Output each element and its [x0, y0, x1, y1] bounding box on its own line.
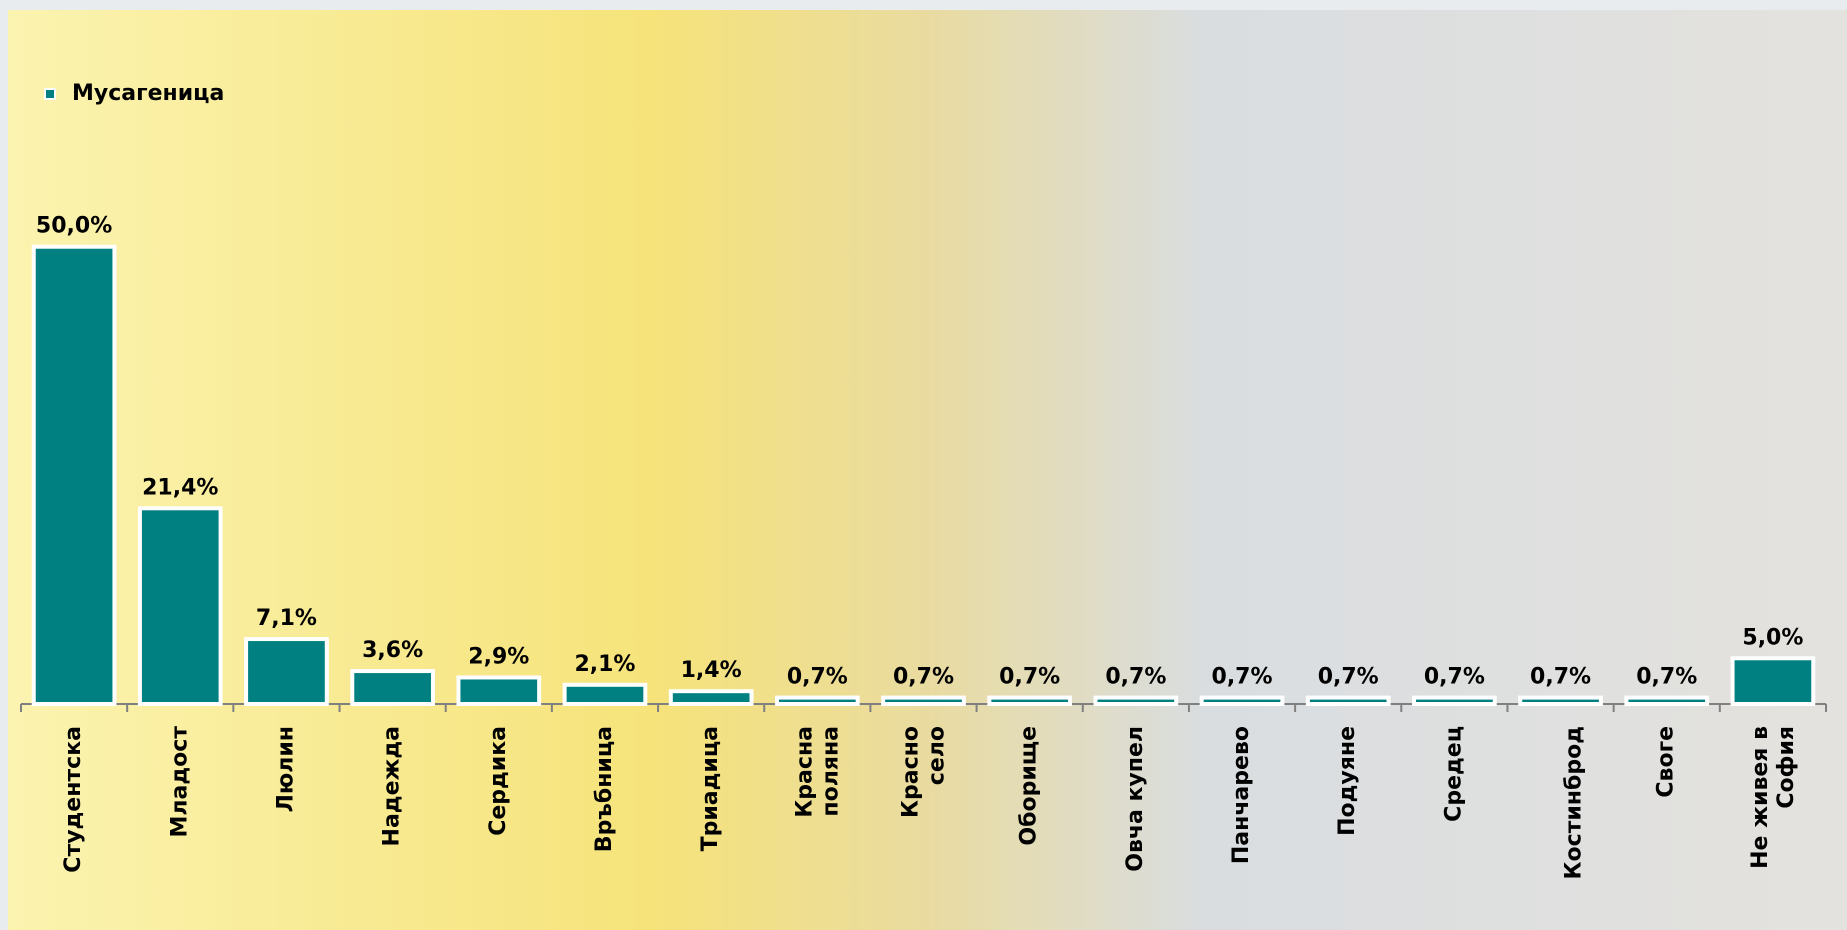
bar	[562, 682, 648, 707]
bar	[668, 689, 754, 706]
x-tick-label: Красносело	[899, 726, 950, 818]
data-label: 0,7%	[1318, 665, 1379, 690]
bar	[987, 695, 1073, 707]
bar	[774, 695, 860, 707]
x-tick-label: Триадица	[698, 726, 723, 851]
bar	[1730, 656, 1816, 706]
x-tick-label: Не живея вСофия	[1748, 726, 1799, 869]
data-label: 0,7%	[1530, 665, 1591, 690]
bar	[1305, 695, 1391, 707]
data-label: 2,9%	[468, 644, 529, 669]
x-tick-label: Своге	[1654, 726, 1679, 798]
bar	[1199, 695, 1285, 707]
x-tick-label: Надежда	[380, 726, 405, 846]
background	[8, 10, 1847, 930]
legend-swatch	[44, 88, 56, 100]
x-tick-label: Връбница	[592, 726, 617, 852]
data-label: 2,1%	[574, 652, 635, 677]
data-label: 0,7%	[1636, 665, 1697, 690]
x-tick-label: Подуяне	[1335, 726, 1360, 836]
data-label: 0,7%	[787, 665, 848, 690]
data-label: 7,1%	[256, 606, 317, 631]
x-tick-label: Люлин	[273, 726, 298, 812]
bar	[881, 695, 966, 707]
bar	[31, 244, 117, 707]
data-label: 5,0%	[1742, 625, 1803, 650]
data-label: 0,7%	[893, 665, 954, 690]
data-label: 0,7%	[1105, 665, 1166, 690]
bar	[1624, 695, 1710, 707]
bar	[244, 637, 329, 706]
x-tick-label: Овча купел	[1123, 726, 1148, 872]
x-tick-label: Сердика	[486, 726, 511, 836]
plot-area: Мусагеница 50,0% 21,4% 7,1% 3,6% 2,9% 2,1% 1,4%…	[20, 81, 1827, 880]
bar	[1412, 695, 1497, 707]
x-tick-label: Средец	[1441, 726, 1466, 822]
bar	[1093, 695, 1179, 707]
x-tick-label: Студентска	[61, 726, 86, 873]
bar	[456, 675, 542, 707]
bar	[350, 669, 435, 706]
data-label: 50,0%	[36, 214, 112, 239]
data-label: 0,7%	[1212, 665, 1273, 690]
x-tick-label: Костинброд	[1562, 726, 1587, 880]
x-tick-label: Панчарево	[1229, 726, 1254, 864]
x-tick-label: Младост	[167, 726, 192, 838]
data-label: 21,4%	[142, 475, 218, 500]
x-tick-label: Краснаполяна	[792, 726, 843, 818]
bar	[137, 506, 223, 706]
data-label: 1,4%	[681, 658, 742, 683]
data-label: 0,7%	[999, 665, 1060, 690]
data-label: 0,7%	[1424, 665, 1485, 690]
x-tick-label: Оборище	[1017, 726, 1042, 846]
data-label: 3,6%	[362, 638, 423, 663]
bar	[1518, 695, 1603, 707]
legend-label: Мусагеница	[72, 81, 224, 106]
